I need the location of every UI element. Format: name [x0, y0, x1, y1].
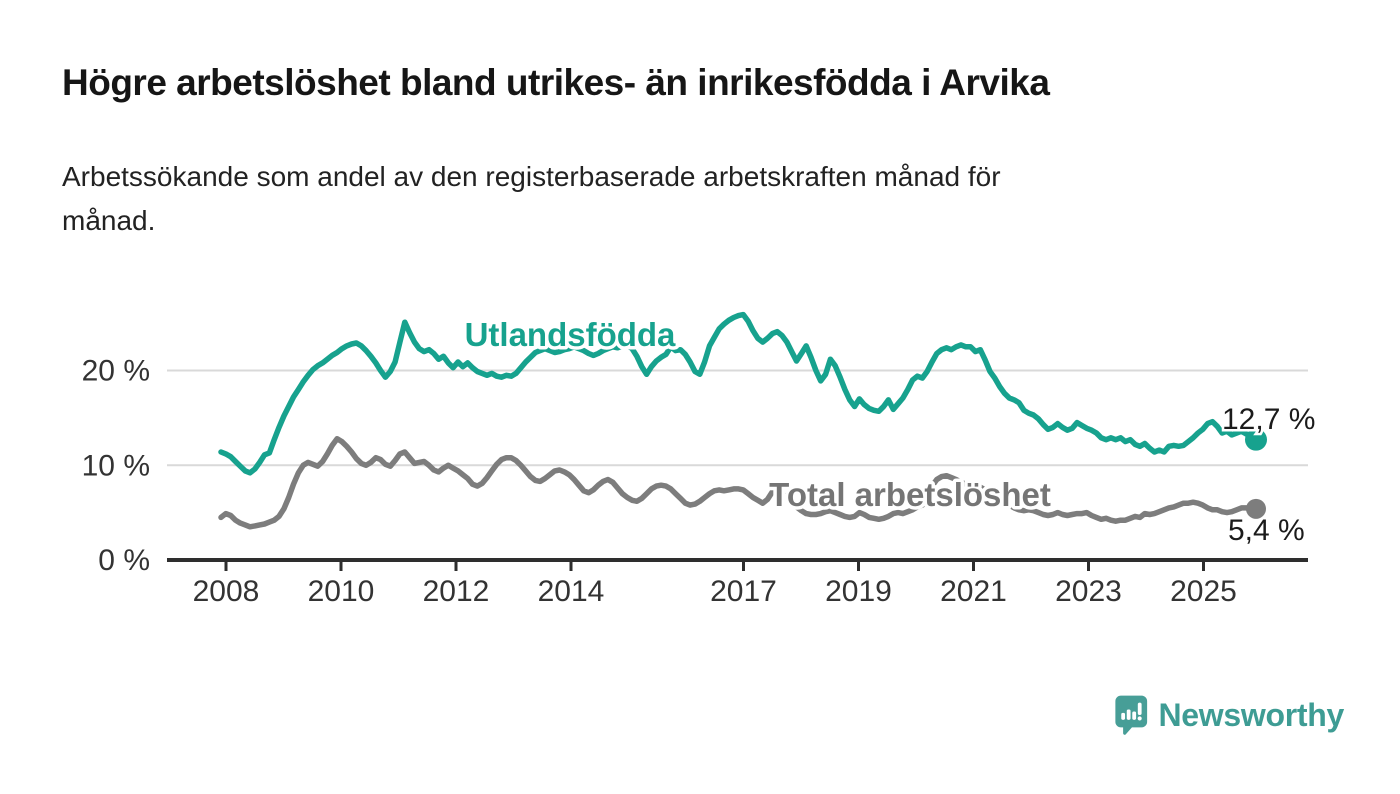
- logo-bar-1: [1121, 712, 1126, 720]
- series-line-utlandsfodda: [218, 311, 1259, 476]
- series-lines: [218, 311, 1267, 530]
- y-axis-label-0: 0 %: [98, 544, 150, 577]
- series-label-utlandsfodda: Utlandsfödda: [465, 316, 676, 353]
- series-label-total-arbetsloshet: Total arbetslöshet: [769, 476, 1051, 513]
- newsworthy-wordmark: Newsworthy: [1158, 696, 1345, 733]
- x-axis-tick-label-2008: 2008: [193, 575, 260, 608]
- end-value-label-utlandsfodda: 12,7 %: [1222, 403, 1315, 436]
- x-axis-tick-label-2012: 2012: [423, 575, 490, 608]
- x-axis-tick-label-2025: 2025: [1170, 575, 1237, 608]
- x-axis-tick-label-2014: 2014: [538, 575, 605, 608]
- logo-bar-3: [1132, 711, 1137, 720]
- subtitle-line-2: månad.: [62, 205, 156, 236]
- x-axis-tick-label-2019: 2019: [825, 575, 892, 608]
- series-end-dot-utlandsfodda: [1245, 428, 1267, 451]
- y-axis-label-20: 20 %: [82, 355, 150, 388]
- x-axis-tick-label-2010: 2010: [308, 575, 375, 608]
- y-axis-label-10: 10 %: [82, 449, 150, 482]
- x-axis: 2008 2010 2012 2014 2017 2019 2021 2023 2025: [167, 558, 1308, 608]
- series-line-total-arbetsloshet: [218, 435, 1259, 530]
- logo-exclamation-dot: [1137, 716, 1142, 721]
- page-subtitle: Arbetssökande som andel av den registerb…: [62, 155, 1262, 243]
- subtitle-line-1: Arbetssökande som andel av den registerb…: [62, 161, 1001, 192]
- end-value-label-total: 5,4 %: [1228, 514, 1305, 547]
- logo-exclamation-stem: [1137, 702, 1142, 715]
- gridlines: 0 % 10 % 20 %: [82, 355, 1308, 577]
- newsworthy-speech-bubble-chart-icon: [1115, 695, 1148, 735]
- x-axis-tick-label-2021: 2021: [940, 575, 1007, 608]
- series-end-dot-total-arbetsloshet: [1246, 498, 1266, 519]
- logo-bar-2: [1126, 709, 1131, 720]
- newsworthy-logo: Newsworthy: [1114, 684, 1344, 746]
- x-axis-tick-label-2017: 2017: [710, 575, 777, 608]
- page-title: Högre arbetslöshet bland utrikes- än inr…: [62, 62, 1050, 103]
- x-axis-tick-label-2023: 2023: [1055, 575, 1122, 608]
